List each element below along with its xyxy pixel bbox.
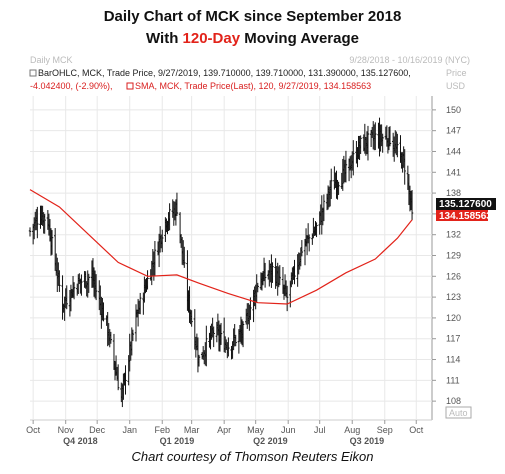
- x-tick-label: Mar: [184, 425, 200, 435]
- y-axis-unit: USD: [446, 81, 466, 91]
- x-quarter-label: Q4 2018: [63, 436, 98, 446]
- y-tick-label: 120: [446, 313, 461, 323]
- x-tick-label: Oct: [409, 425, 424, 435]
- y-tick-label: 111: [446, 375, 460, 385]
- auto-scale-toggle[interactable]: [445, 406, 472, 419]
- chart-background: [0, 52, 505, 448]
- chart-caption: Chart courtesy of Thomson Reuters Eikon: [131, 449, 374, 464]
- x-tick-label: Jun: [281, 425, 296, 435]
- y-tick-label: 141: [446, 167, 461, 177]
- last-price-badge: 135.127600: [436, 198, 496, 210]
- x-quarter-label: Q1 2019: [160, 436, 195, 446]
- y-tick-label: 147: [446, 126, 461, 136]
- sma-120-line: [29, 189, 413, 305]
- sma-value-badge: 134.158563: [436, 210, 492, 222]
- y-tick-label: 129: [446, 251, 461, 261]
- price-chart: Daily MCK 9/28/2018 - 10/16/2019 (NYC) B…: [0, 52, 505, 448]
- ohlc-bars: [28, 117, 414, 408]
- panel-name: Daily MCK: [30, 55, 73, 65]
- y-tick-label: 123: [446, 292, 461, 302]
- subtitle-prefix: With: [146, 30, 183, 47]
- y-tick-label: 138: [446, 188, 461, 198]
- x-tick-label: May: [247, 425, 265, 435]
- x-tick-label: Oct: [26, 425, 41, 435]
- y-tick-label: 132: [446, 230, 461, 240]
- legend-sma-text: SMA, MCK, Trade Price(Last), 120, 9/27/2…: [135, 81, 371, 91]
- auto-scale-label: Auto: [449, 408, 468, 418]
- x-tick-label: Dec: [89, 425, 106, 435]
- chart-header: Daily Chart of MCK since September 2018 …: [0, 0, 505, 54]
- legend: BarOHLC, MCK, Trade Price, 9/27/2019, 13…: [29, 68, 411, 91]
- x-tick-label: Nov: [58, 425, 75, 435]
- x-tick-label: Sep: [377, 425, 393, 435]
- x-tick-label: Jul: [314, 425, 326, 435]
- x-tick-label: Jan: [122, 425, 137, 435]
- y-tick-label: 114: [446, 355, 460, 365]
- chart-subtitle: With 120-Day Moving Average: [0, 30, 505, 47]
- legend-ohlc-text: BarOHLC, MCK, Trade Price, 9/27/2019, 13…: [38, 68, 411, 78]
- legend-ohlc-marker: [29, 69, 37, 77]
- grid: [30, 96, 433, 421]
- y-axis-title: Price: [446, 68, 467, 78]
- chart-title: Daily Chart of MCK since September 2018: [103, 8, 402, 25]
- y-tick-label: 150: [446, 105, 461, 115]
- date-range: 9/28/2018 - 10/16/2019 (NYC): [349, 55, 470, 65]
- x-quarter-label: Q3 2019: [350, 436, 385, 446]
- y-tick-label: 126: [446, 271, 461, 281]
- y-tick-label: 144: [446, 146, 461, 156]
- x-tick-label: Apr: [217, 425, 231, 435]
- y-tick-label: 108: [446, 396, 461, 406]
- legend-change-text: -4.042400, (-2.90%),: [30, 81, 113, 91]
- subtitle-suffix: Moving Average: [240, 30, 359, 47]
- x-tick-label: Feb: [154, 425, 170, 435]
- y-tick-label: 117: [446, 334, 460, 344]
- x-quarter-label: Q2 2019: [253, 436, 288, 446]
- last-price-label: 135.127600: [439, 199, 492, 210]
- x-axis-ticks: Oct Nov Dec Jan Feb Mar Apr May Jun Jul Aug Sep Oct Q…: [26, 420, 424, 446]
- subtitle-accent: 120-Day: [182, 30, 241, 47]
- x-tick-label: Aug: [344, 425, 360, 435]
- sma-value-label: 134.158563: [439, 211, 492, 222]
- sma-line-group: [29, 189, 413, 305]
- sma-value-badge-bg: [436, 210, 488, 221]
- last-price-badge-bg: [436, 198, 496, 210]
- legend-sma-marker: [126, 82, 134, 90]
